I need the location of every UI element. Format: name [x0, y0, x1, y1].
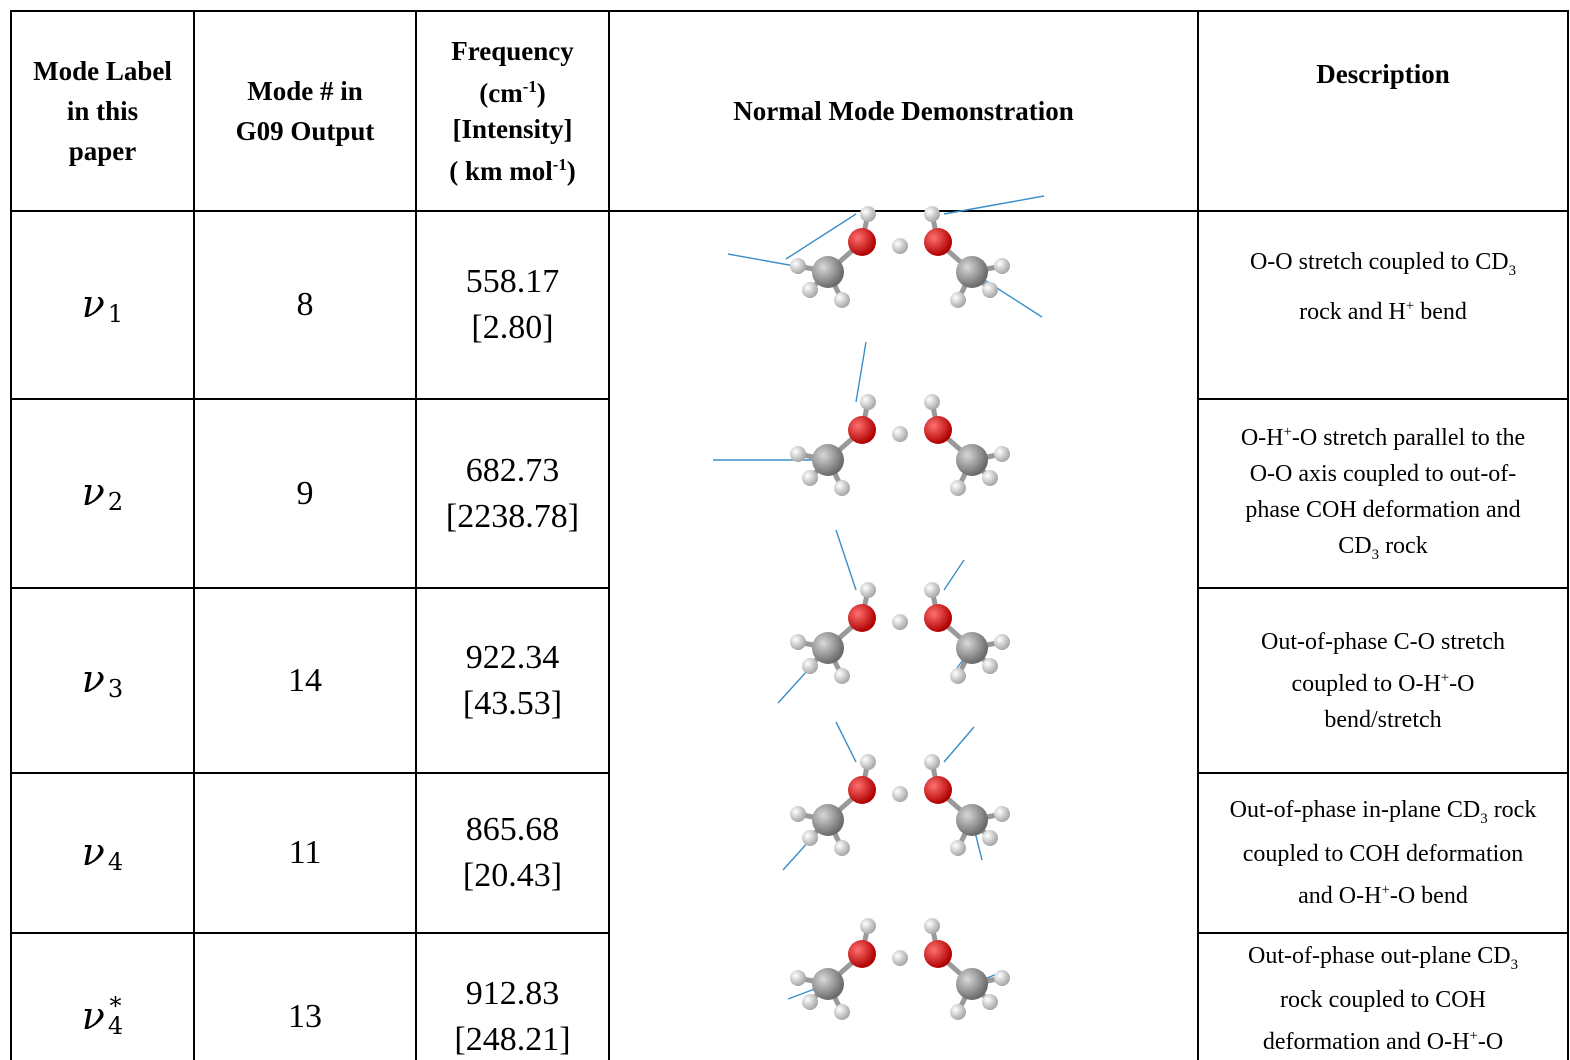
hydrogen-atom — [950, 840, 966, 856]
molecule-layer — [0, 0, 1570, 1060]
hydrogen-atom — [924, 918, 940, 934]
hydrogen-atom — [834, 840, 850, 856]
hydrogen-atom — [892, 426, 908, 442]
hydrogen-atom — [834, 1004, 850, 1020]
hydrogen-atom — [982, 470, 998, 486]
hydrogen-atom — [834, 292, 850, 308]
hydrogen-atom — [924, 394, 940, 410]
hydrogen-atom — [790, 634, 806, 650]
hydrogen-atom — [982, 994, 998, 1010]
oxygen-atom — [848, 776, 876, 804]
oxygen-atom — [924, 604, 952, 632]
hydrogen-atom — [892, 950, 908, 966]
carbon-atom — [956, 632, 988, 664]
displacement-vector — [944, 727, 974, 762]
hydrogen-atom — [860, 918, 876, 934]
oxygen-atom — [924, 416, 952, 444]
page: Mode Labelin thispaper Mode # inG09 Outp… — [0, 0, 1570, 1060]
displacement-vector — [944, 560, 964, 590]
hydrogen-atom — [950, 480, 966, 496]
hydrogen-atom — [924, 754, 940, 770]
oxygen-atom — [848, 228, 876, 256]
displacement-vector — [836, 722, 856, 762]
carbon-atom — [956, 804, 988, 836]
oxygen-atom — [848, 416, 876, 444]
hydrogen-atom — [802, 282, 818, 298]
hydrogen-atom — [802, 658, 818, 674]
hydrogen-atom — [790, 446, 806, 462]
hydrogen-atom — [790, 258, 806, 274]
carbon-atom — [812, 632, 844, 664]
hydrogen-atom — [982, 830, 998, 846]
hydrogen-atom — [790, 806, 806, 822]
hydrogen-atom — [802, 830, 818, 846]
oxygen-atom — [924, 228, 952, 256]
hydrogen-atom — [834, 480, 850, 496]
carbon-atom — [812, 256, 844, 288]
carbon-atom — [956, 444, 988, 476]
carbon-atom — [956, 256, 988, 288]
hydrogen-atom — [982, 282, 998, 298]
carbon-atom — [812, 444, 844, 476]
hydrogen-atom — [802, 994, 818, 1010]
hydrogen-atom — [802, 470, 818, 486]
hydrogen-atom — [950, 1004, 966, 1020]
carbon-atom — [812, 968, 844, 1000]
hydrogen-atom — [860, 754, 876, 770]
hydrogen-atom — [994, 446, 1010, 462]
carbon-atom — [812, 804, 844, 836]
hydrogen-atom — [892, 786, 908, 802]
hydrogen-atom — [924, 206, 940, 222]
oxygen-atom — [848, 604, 876, 632]
displacement-vector — [786, 214, 856, 259]
hydrogen-atom — [950, 292, 966, 308]
hydrogen-atom — [994, 970, 1010, 986]
hydrogen-atom — [924, 582, 940, 598]
hydrogen-atom — [994, 806, 1010, 822]
hydrogen-atom — [994, 258, 1010, 274]
hydrogen-atom — [892, 614, 908, 630]
hydrogen-atom — [982, 658, 998, 674]
hydrogen-atom — [994, 634, 1010, 650]
displacement-vector — [836, 530, 856, 590]
hydrogen-atom — [860, 206, 876, 222]
hydrogen-atom — [892, 238, 908, 254]
carbon-atom — [956, 968, 988, 1000]
oxygen-atom — [924, 776, 952, 804]
hydrogen-atom — [860, 582, 876, 598]
oxygen-atom — [924, 940, 952, 968]
hydrogen-atom — [790, 970, 806, 986]
displacement-vector — [856, 342, 866, 402]
displacement-vector — [944, 196, 1044, 214]
hydrogen-atom — [950, 668, 966, 684]
oxygen-atom — [848, 940, 876, 968]
hydrogen-atom — [834, 668, 850, 684]
hydrogen-atom — [860, 394, 876, 410]
